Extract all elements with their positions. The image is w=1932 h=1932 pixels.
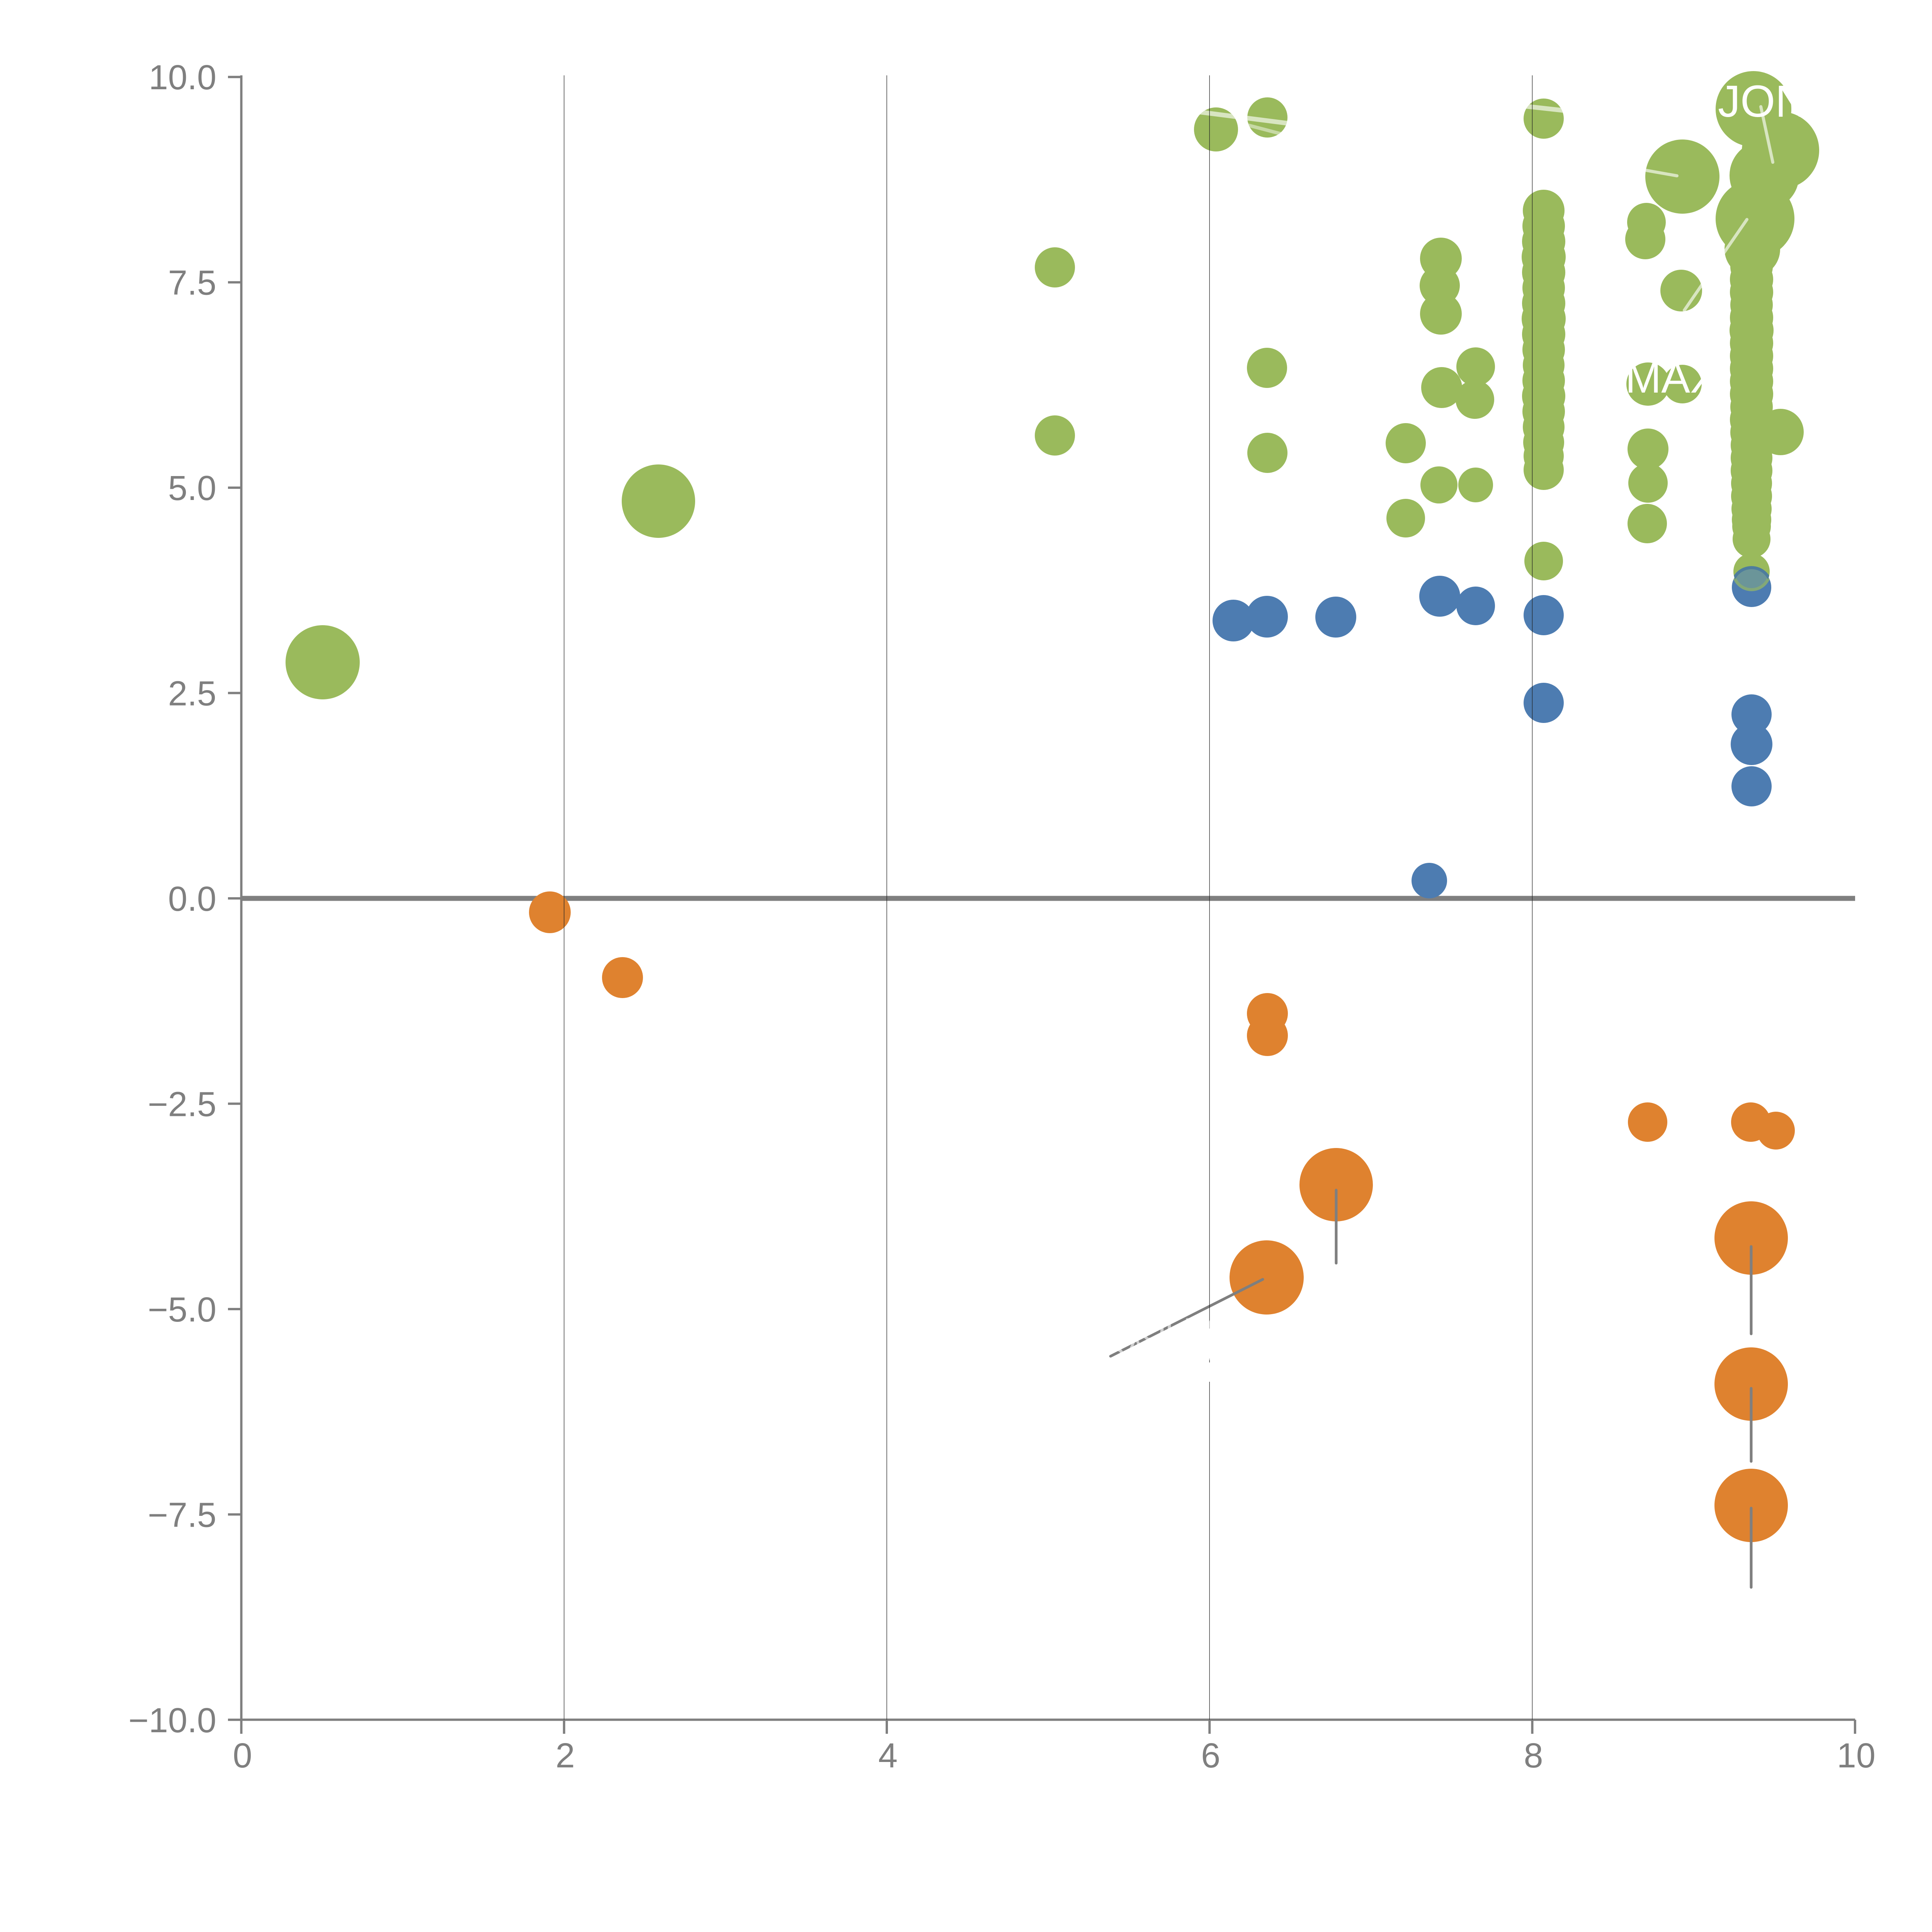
svg-text:6: 6 <box>1201 1736 1220 1775</box>
svg-text:−7.5: −7.5 <box>148 1496 216 1534</box>
svg-text:8: 8 <box>1524 1736 1543 1775</box>
svg-text:MAX: MAX <box>1625 354 1719 402</box>
svg-text:4: 4 <box>878 1736 898 1775</box>
svg-text:−2.5: −2.5 <box>148 1085 216 1124</box>
svg-text:−5.0: −5.0 <box>148 1291 216 1329</box>
svg-text:0.0: 0.0 <box>168 880 216 918</box>
svg-text:0: 0 <box>233 1736 252 1775</box>
svg-text:2: 2 <box>556 1736 575 1775</box>
svg-text:OLIVIA: OLIVIA <box>1140 1311 1245 1348</box>
svg-text:7.5: 7.5 <box>168 264 216 303</box>
svg-text:10: 10 <box>1837 1736 1876 1775</box>
svg-text:SARAH: SARAH <box>1103 1331 1215 1367</box>
svg-text:5.0: 5.0 <box>168 469 216 508</box>
svg-text:10.0: 10.0 <box>149 58 216 97</box>
svg-text:−10.0: −10.0 <box>128 1701 216 1740</box>
svg-text:JON: JON <box>1718 76 1808 126</box>
svg-text:2.5: 2.5 <box>168 675 216 713</box>
